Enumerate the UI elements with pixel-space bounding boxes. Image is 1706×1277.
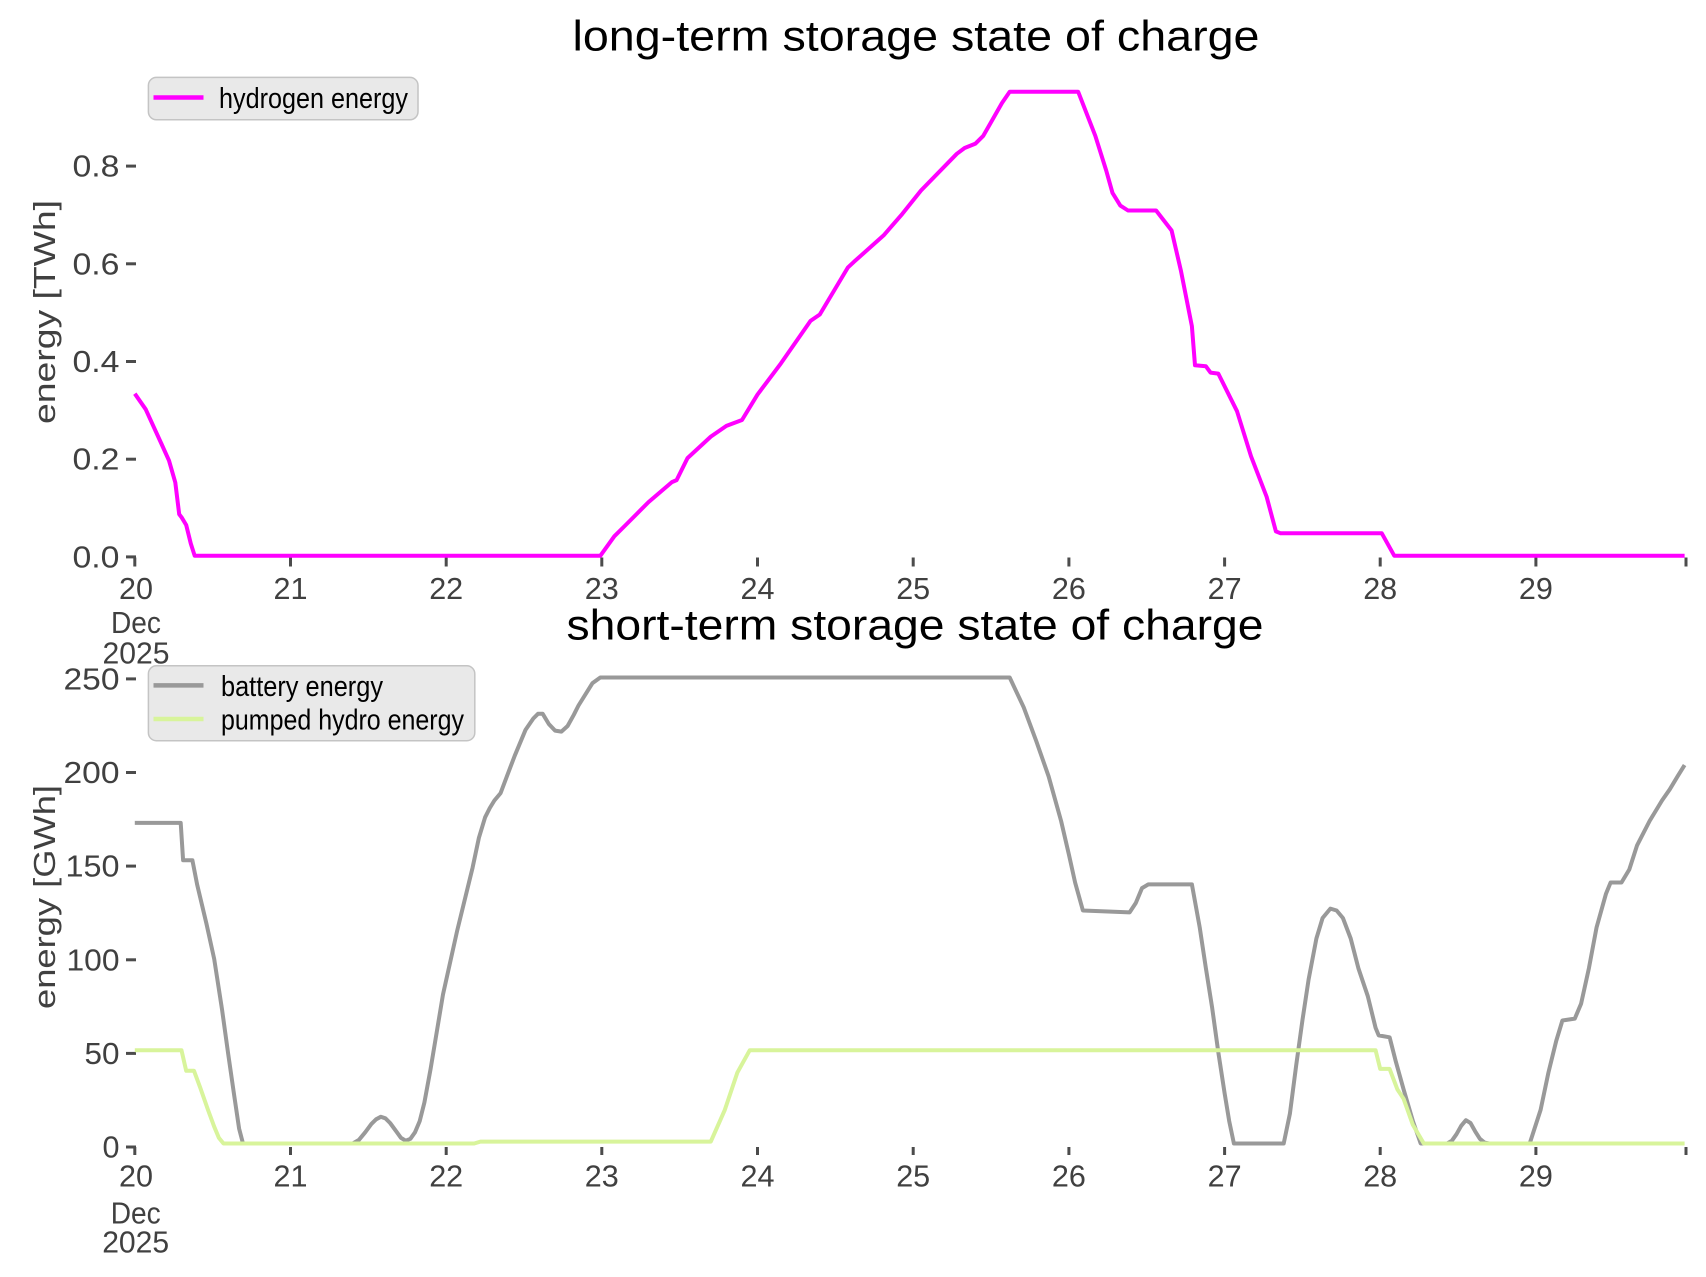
svg-text:energy [GWh]: energy [GWh] — [27, 785, 62, 1009]
svg-text:0.6: 0.6 — [73, 246, 120, 281]
svg-text:26: 26 — [1052, 1158, 1086, 1193]
svg-text:200: 200 — [64, 755, 120, 790]
svg-text:27: 27 — [1208, 571, 1242, 606]
svg-text:energy [TWh]: energy [TWh] — [27, 200, 62, 424]
svg-text:25: 25 — [896, 571, 930, 606]
svg-text:29: 29 — [1519, 571, 1553, 606]
svg-text:26: 26 — [1052, 571, 1086, 606]
svg-text:0.2: 0.2 — [73, 442, 120, 477]
svg-text:Dec: Dec — [111, 605, 161, 640]
svg-text:28: 28 — [1363, 1158, 1397, 1193]
svg-text:21: 21 — [274, 1158, 308, 1193]
svg-text:23: 23 — [585, 1158, 619, 1193]
svg-text:0.4: 0.4 — [73, 344, 120, 379]
svg-text:24: 24 — [741, 1158, 775, 1193]
svg-text:23: 23 — [585, 571, 619, 606]
svg-text:150: 150 — [66, 849, 120, 884]
svg-text:hydrogen energy: hydrogen energy — [219, 83, 408, 115]
svg-text:Dec: Dec — [111, 1195, 161, 1230]
svg-text:27: 27 — [1208, 1158, 1242, 1193]
svg-text:28: 28 — [1363, 571, 1397, 606]
svg-text:25: 25 — [896, 1158, 930, 1193]
svg-text:22: 22 — [429, 571, 463, 606]
svg-text:21: 21 — [274, 571, 308, 606]
svg-text:29: 29 — [1519, 1158, 1553, 1193]
svg-text:pumped hydro energy: pumped hydro energy — [221, 705, 464, 737]
svg-text:short-term storage state of ch: short-term storage state of charge — [567, 602, 1264, 650]
svg-text:24: 24 — [741, 571, 775, 606]
svg-text:long-term storage state of cha: long-term storage state of charge — [573, 13, 1260, 61]
svg-text:2025: 2025 — [102, 1224, 169, 1259]
svg-text:0: 0 — [103, 1130, 120, 1165]
svg-text:50: 50 — [85, 1036, 120, 1071]
svg-text:22: 22 — [429, 1158, 463, 1193]
svg-text:0.0: 0.0 — [73, 539, 120, 574]
svg-text:20: 20 — [119, 1158, 153, 1193]
svg-text:2025: 2025 — [103, 636, 170, 671]
svg-text:20: 20 — [119, 571, 153, 606]
svg-text:0.8: 0.8 — [73, 149, 120, 184]
svg-text:battery energy: battery energy — [221, 671, 383, 703]
svg-text:250: 250 — [64, 661, 120, 696]
svg-text:100: 100 — [67, 942, 120, 977]
